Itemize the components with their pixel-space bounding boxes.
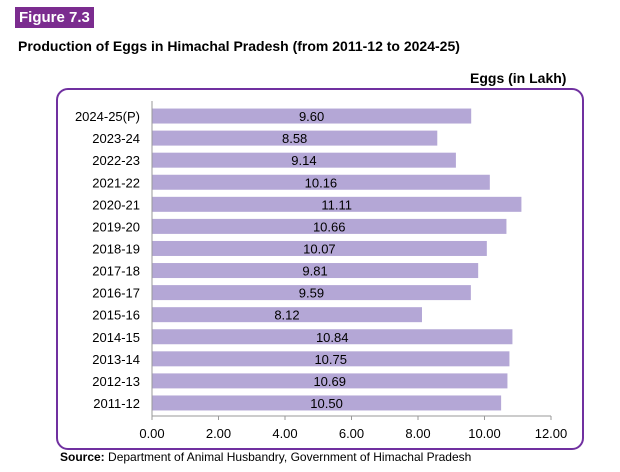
- bar-10: [152, 329, 513, 345]
- category-label: 2013-14: [92, 352, 140, 367]
- x-tick-label: 8.00: [405, 426, 430, 441]
- category-label: 2023-24: [92, 131, 140, 146]
- bar-5: [152, 218, 507, 234]
- x-tick-label: 12.00: [535, 426, 568, 441]
- bar-9: [152, 307, 422, 323]
- category-label: 2022-23: [92, 153, 140, 168]
- bar-value-label: 10.75: [314, 352, 347, 367]
- x-tick-label: 2.00: [206, 426, 231, 441]
- bar-value-label: 9.59: [299, 286, 324, 301]
- category-label: 2011-12: [93, 396, 140, 411]
- category-label: 2018-19: [92, 241, 140, 256]
- bar-2: [152, 152, 456, 168]
- chart-frame: [56, 88, 584, 450]
- bar-value-label: 10.84: [316, 330, 349, 345]
- bar-value-label: 9.14: [291, 153, 316, 168]
- x-tick-label: 0.00: [139, 426, 164, 441]
- category-label: 2012-13: [92, 374, 140, 389]
- bar-8: [152, 285, 471, 301]
- x-tick-label: 10.00: [468, 426, 501, 441]
- category-label: 2021-22: [92, 175, 140, 190]
- bar-value-label: 10.50: [310, 396, 343, 411]
- source-line: Source: Department of Animal Husbandry, …: [60, 450, 471, 464]
- unit-label: Eggs (in Lakh): [470, 70, 567, 86]
- category-label: 2019-20: [92, 219, 140, 234]
- chart-title: Production of Eggs in Himachal Pradesh (…: [18, 38, 460, 54]
- category-label: 2020-21: [92, 197, 140, 212]
- bar-value-label: 9.60: [299, 109, 324, 124]
- source-prefix: Source:: [60, 450, 105, 464]
- bar-value-label: 10.69: [313, 374, 346, 389]
- bar-0: [152, 108, 472, 124]
- bar-value-label: 11.11: [321, 197, 352, 212]
- bar-value-label: 9.81: [302, 264, 327, 279]
- bar-6: [152, 240, 487, 256]
- bar-3: [152, 174, 490, 190]
- bar-11: [152, 351, 510, 367]
- bar-value-label: 8.12: [274, 308, 299, 323]
- category-label: 2024-25(P): [75, 109, 140, 124]
- category-label: 2017-18: [92, 264, 140, 279]
- category-label: 2014-15: [92, 330, 140, 345]
- bar-1: [152, 130, 438, 146]
- figure-label: Figure 7.3: [15, 7, 94, 28]
- bar-4: [152, 196, 522, 212]
- category-label: 2015-16: [92, 308, 140, 323]
- bar-value-label: 10.07: [303, 241, 336, 256]
- source-text: Department of Animal Husbandry, Governme…: [108, 450, 472, 464]
- category-label: 2016-17: [92, 286, 140, 301]
- bar-value-label: 10.16: [305, 175, 338, 190]
- bar-13: [152, 395, 502, 411]
- x-tick-label: 4.00: [272, 426, 297, 441]
- bar-value-label: 8.58: [282, 131, 307, 146]
- bar-value-label: 10.66: [313, 219, 346, 234]
- bar-12: [152, 373, 508, 389]
- bar-7: [152, 263, 479, 279]
- x-tick-label: 6.00: [339, 426, 364, 441]
